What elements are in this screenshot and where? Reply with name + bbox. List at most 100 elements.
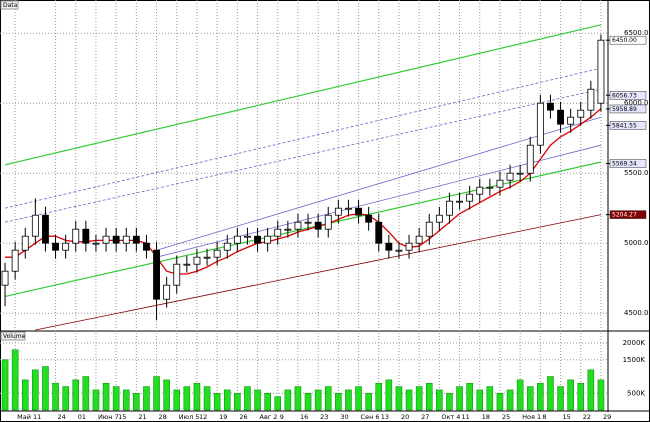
price-marker-box — [609, 159, 647, 168]
x-tick-label: 13 — [381, 413, 389, 421]
price-marker-box — [609, 121, 647, 130]
x-tick-label: Июн 7 — [98, 413, 119, 421]
candle-body — [557, 109, 564, 125]
candle-body — [102, 235, 110, 244]
price-marker-box — [609, 104, 647, 114]
candle-body — [264, 235, 272, 244]
volume-tick-label: 500K — [627, 389, 645, 397]
candle-body — [526, 144, 534, 174]
volume-bar — [92, 389, 100, 411]
candle-body — [345, 207, 352, 210]
x-tick-label: 27 — [421, 413, 429, 421]
price-marker-label: 5204.27 — [612, 212, 637, 219]
candle-body — [122, 235, 130, 244]
candle-body — [324, 214, 332, 230]
candle-body — [143, 242, 150, 251]
volume-bar — [537, 382, 544, 411]
candle-body — [274, 228, 282, 237]
volume-bar — [375, 382, 383, 411]
candle-body — [233, 235, 241, 244]
candle-body — [1, 270, 9, 286]
x-tick-label: 9 — [280, 413, 284, 421]
volume-bar — [547, 376, 554, 411]
volume-bar — [345, 389, 352, 411]
candle-body — [516, 172, 524, 175]
candle-body — [314, 221, 322, 230]
candle-body — [284, 228, 292, 231]
candle-body — [223, 242, 231, 251]
volume-bar — [496, 393, 504, 411]
candle-body — [62, 242, 70, 251]
volume-bar — [436, 389, 443, 411]
volume-bar — [466, 382, 473, 411]
candle-body — [244, 235, 251, 238]
candle-body — [536, 102, 544, 146]
volume-bar — [456, 386, 463, 411]
candle-body — [577, 109, 585, 118]
candle-body — [395, 249, 403, 252]
volume-bar — [385, 379, 393, 411]
candle-body — [173, 263, 181, 286]
x-tick-label: 30 — [340, 413, 348, 421]
candle-body — [163, 284, 171, 300]
x-tick-label: 26 — [239, 413, 247, 421]
y-tick-label: 6500.00 — [624, 29, 650, 37]
x-tick-label: 18 — [482, 413, 490, 421]
price-marker-label: 6450.00 — [612, 37, 637, 44]
candle-body — [304, 221, 312, 224]
volume-bar — [102, 382, 110, 411]
candle-body — [415, 235, 423, 244]
volume-bar — [274, 396, 282, 411]
candle-body — [132, 235, 140, 244]
candle-body — [193, 256, 201, 265]
x-tick-label: 24 — [58, 413, 66, 421]
volume-bar — [62, 386, 69, 411]
candle-body — [446, 200, 453, 216]
candle-body — [112, 235, 120, 244]
volume-bar — [173, 389, 181, 411]
candle-body — [456, 200, 463, 203]
volume-bar — [203, 386, 211, 411]
price-marker-box — [609, 91, 647, 100]
volume-bar — [284, 389, 292, 411]
volume-bar — [294, 386, 302, 411]
candle-body — [506, 172, 514, 181]
volume-title: Volume — [3, 333, 26, 340]
x-tick-label: Май 11 — [17, 413, 41, 421]
candle-body — [375, 221, 383, 244]
x-tick-label: 16 — [300, 413, 308, 421]
price-marker-label: 5841.55 — [612, 122, 637, 129]
volume-bar — [324, 386, 332, 411]
trendline — [4, 24, 602, 166]
volume-bar — [143, 386, 150, 411]
trendline — [156, 116, 602, 251]
volume-bar — [557, 386, 564, 411]
volume-bar — [587, 369, 595, 411]
x-tick-label: 19 — [219, 413, 227, 421]
candle-body — [486, 186, 494, 189]
volume-bar — [11, 349, 19, 411]
candle-body — [435, 214, 443, 223]
volume-bar — [133, 393, 140, 411]
volume-bar — [526, 386, 534, 411]
volume-bar — [506, 389, 514, 411]
candle-body — [405, 242, 413, 251]
panel-label-box — [0, 331, 26, 341]
x-tick-label: 21 — [138, 413, 146, 421]
candle-body — [567, 116, 575, 125]
x-tick-label: 01 — [78, 413, 86, 421]
x-tick-label: Авг 2 — [260, 413, 278, 421]
volume-bar — [476, 389, 484, 411]
candle-body — [365, 214, 373, 223]
volume-bar — [405, 389, 413, 411]
x-tick-label: Сен 6 — [361, 413, 380, 421]
volume-bar — [446, 393, 453, 411]
x-tick-label: 29 — [603, 413, 611, 421]
price-marker-label: 5958.89 — [612, 106, 637, 113]
volume-bar — [244, 386, 251, 411]
volume-bar — [32, 369, 39, 411]
candle-body — [597, 39, 605, 104]
candle-body — [213, 249, 221, 258]
